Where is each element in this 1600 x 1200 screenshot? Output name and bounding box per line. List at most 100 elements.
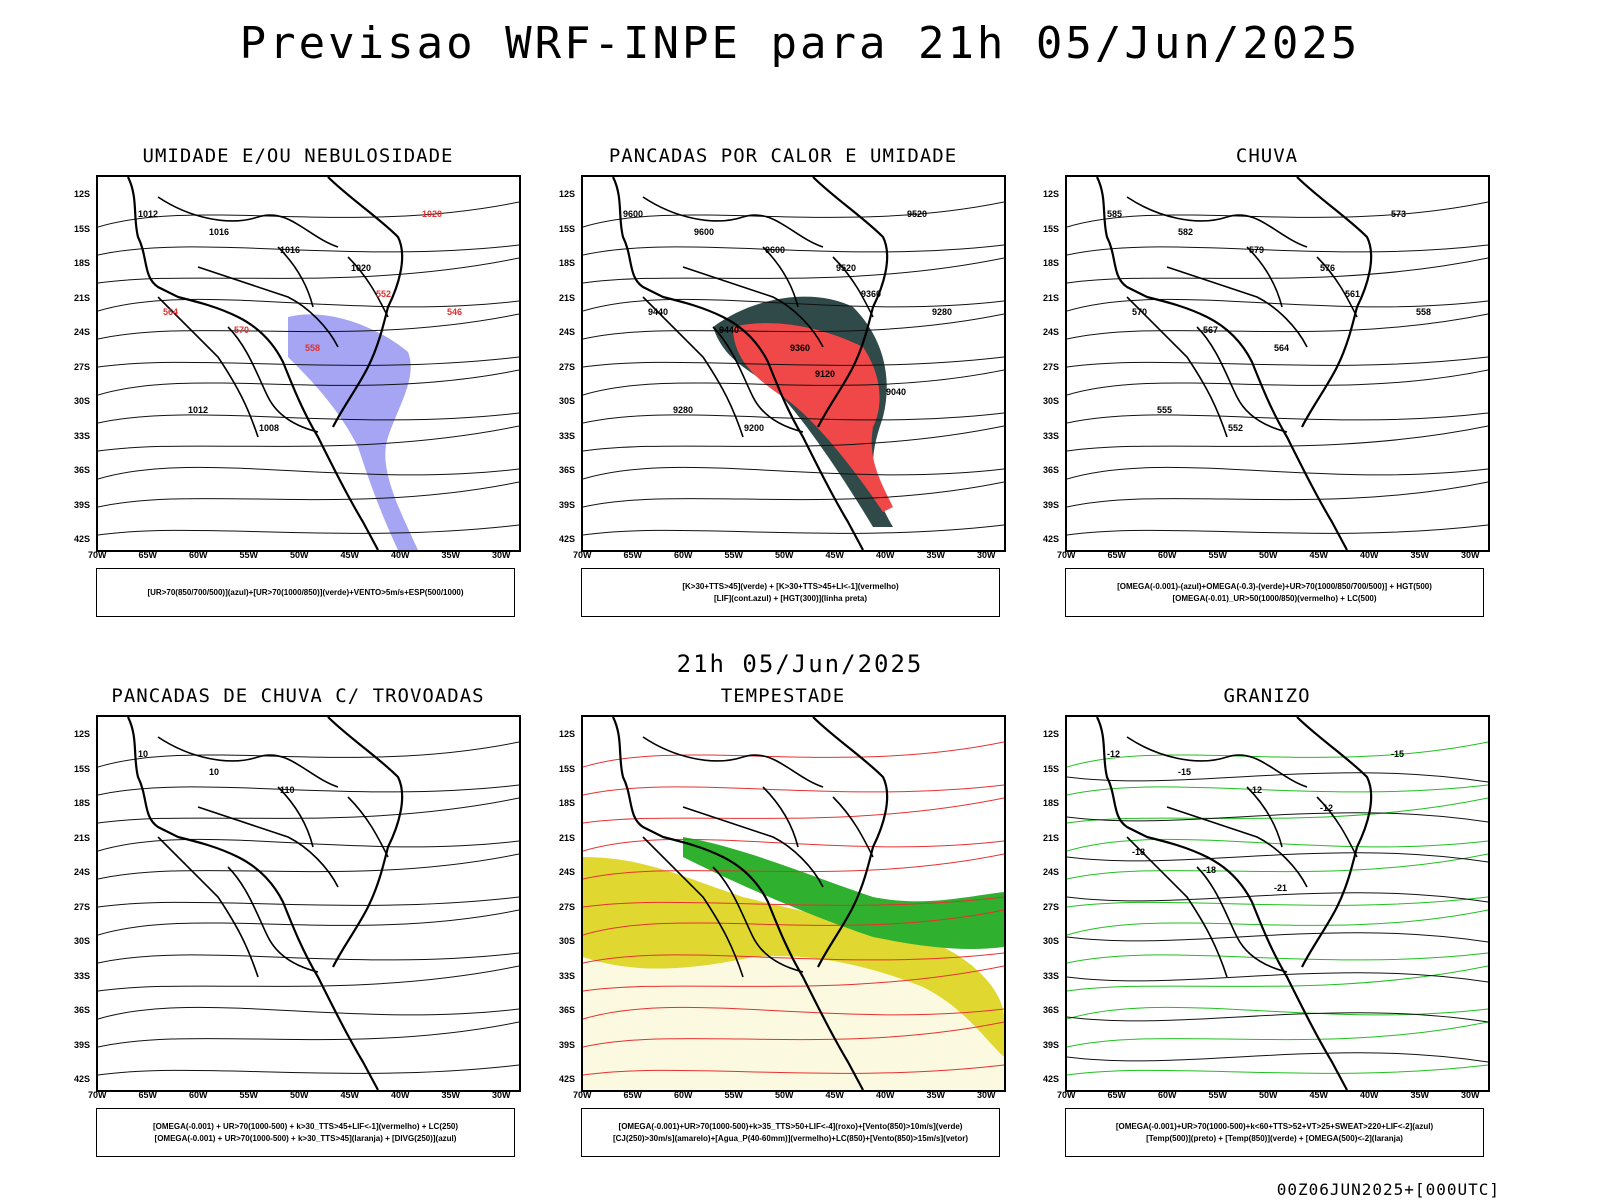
lat-label: 21S [74, 292, 91, 303]
border-line [1126, 196, 1308, 248]
contour-label: 561 [1345, 289, 1360, 299]
lon-label: 50W [1259, 1090, 1278, 1100]
lat-label: 33S [1043, 970, 1060, 981]
contour-line [1067, 1006, 1488, 1020]
lat-label: 30S [559, 396, 576, 406]
lat-label: 24S [74, 867, 91, 877]
lon-label: 40W [391, 550, 410, 560]
coastline [812, 717, 889, 968]
lat-label: 36S [1043, 1005, 1060, 1015]
border-line [1246, 246, 1283, 308]
contour-line [583, 524, 1004, 536]
contour-line [583, 412, 1004, 424]
contour-label: 9440 [719, 325, 739, 335]
lon-label: 60W [674, 550, 693, 560]
lon-label: 35W [926, 550, 946, 560]
lon-label: 45W [1309, 1090, 1329, 1100]
lat-label: 39S [1043, 1039, 1060, 1050]
contour-line [1067, 797, 1488, 824]
contour-label: 110 [280, 785, 295, 795]
lon-label: 35W [441, 1090, 461, 1100]
temp500-line [1067, 812, 1488, 823]
lon-label: 70W [88, 1090, 107, 1100]
lat-label: 42S [74, 1074, 91, 1084]
legend-line: [OMEGA(-0.001)-(azul)+OMEGA(-0.3)-(verde… [1117, 581, 1432, 591]
lat-label: 21S [559, 832, 576, 843]
lon-label: 65W [138, 1090, 158, 1100]
map-canvas: -12 -15 -12 -12 -15 -18 -18 -21 [1067, 717, 1488, 1090]
border-line [347, 796, 389, 858]
legend-box: [OMEGA(-0.001)+UR>70(1000-500)+k<60+TTS>… [1065, 1108, 1484, 1157]
contour-label: 1016 [209, 227, 229, 237]
lon-label: 70W [1057, 550, 1076, 560]
lat-label: 12S [74, 729, 91, 739]
contour-line [583, 425, 1004, 452]
temp500-line [1067, 1012, 1488, 1023]
border-line [682, 806, 824, 888]
border-line [197, 806, 339, 888]
contour-label: 558 [1416, 307, 1431, 317]
contour-label: 582 [1178, 227, 1193, 237]
lat-label: 42S [1043, 534, 1060, 544]
panel-chuva: CHUVA 12S 15S 18S 21S 24S 27S 30S 33S 36S 39S 42S 70… [1017, 145, 1517, 645]
map-canvas: 585 582 579 576 573 570 567 564 561 558 555 552 [1067, 177, 1488, 550]
contour-label: 9520 [907, 209, 927, 219]
lat-label: 36S [74, 1005, 91, 1015]
contour-line [98, 909, 519, 936]
lat-label: 30S [74, 936, 91, 946]
contour-line [98, 838, 519, 852]
forecast-map: 1012 1016 1016 1020 1020 564 570 558 552 546 1012 1… [96, 175, 521, 552]
lon-label: 70W [573, 1090, 592, 1100]
lat-label: 39S [1043, 499, 1060, 510]
lat-label: 27S [74, 361, 91, 372]
contour-line [1067, 896, 1488, 908]
coastline [612, 177, 864, 550]
contour-line [583, 369, 1004, 396]
lat-label: 33S [74, 970, 91, 981]
legend-line: [CJ(250)>30m/s](amarelo)+[Agua_P(40-60mm… [612, 1133, 968, 1143]
forecast-map [581, 715, 1006, 1092]
panel-pancadas-trovoadas: PANCADAS DE CHUVA C/ TROVOADAS 12S 15S 18S 2… [48, 685, 548, 1185]
lat-label: 24S [1043, 867, 1060, 877]
contour-line [1067, 244, 1488, 256]
coastline [1096, 717, 1348, 1090]
contour-line [1067, 965, 1488, 992]
li-shading [733, 323, 893, 512]
lon-label: 55W [1208, 550, 1228, 560]
border-line [1316, 796, 1358, 858]
lat-label: 12S [559, 729, 576, 739]
lon-label: 45W [1309, 550, 1329, 560]
legend-line: [UR>70(850/700/500)](azul)+[UR>70(1000/8… [147, 587, 464, 597]
contour-line [98, 741, 519, 768]
border-line [227, 866, 319, 973]
border-line [157, 196, 339, 248]
lon-label: 50W [775, 550, 794, 560]
lat-label: 36S [1043, 465, 1060, 475]
contour-line [98, 466, 519, 480]
contour-label: -12 [1320, 803, 1333, 813]
contour-label: 564 [1274, 343, 1289, 353]
lon-label: 50W [1259, 550, 1278, 560]
contour-label: -21 [1274, 883, 1287, 893]
lat-label: 42S [74, 534, 91, 544]
contour-label: 9360 [861, 289, 881, 299]
contour-label: 579 [1249, 245, 1264, 255]
legend-line: [OMEGA(-0.001) + UR>70(1000-500) + k>30_… [154, 1133, 457, 1143]
lon-label: 60W [1158, 550, 1177, 560]
coastline [327, 177, 404, 428]
contour-line [1067, 466, 1488, 480]
temp500-line [1067, 772, 1488, 783]
lat-label: 42S [559, 534, 576, 544]
lat-label: 15S [1043, 223, 1060, 234]
temp500-line [1067, 892, 1488, 903]
contour-line [98, 298, 519, 312]
contour-label: 552 [1228, 423, 1243, 433]
lat-label: 12S [74, 189, 91, 199]
subtitle-time: 21h 05/Jun/2025 [676, 650, 924, 678]
forecast-map: 585 582 579 576 573 570 567 564 561 558 555 552 [1065, 175, 1490, 552]
lon-label: 55W [239, 1090, 259, 1100]
lat-label: 15S [559, 223, 576, 234]
lat-label: 18S [74, 258, 91, 268]
lat-label: 15S [559, 763, 576, 774]
panel-umidade: UMIDADE E/OU NEBULOSIDADE 12S 15S 18S 21S 24S… [48, 145, 548, 645]
